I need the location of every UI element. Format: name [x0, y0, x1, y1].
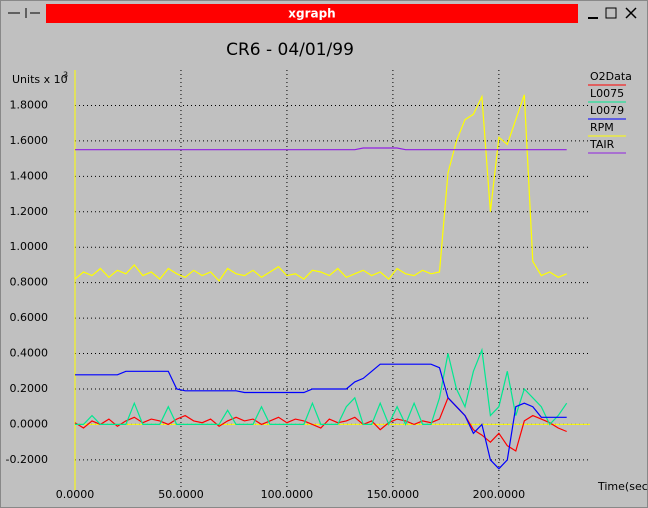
y-tick-label: 1.6000 — [10, 134, 49, 147]
maximize-button[interactable] — [605, 7, 617, 19]
x-tick-label: 100.0000 — [261, 488, 314, 501]
legend-label: L0075 — [590, 87, 624, 100]
legend-label: TAIR — [589, 138, 615, 151]
y-tick-label: 0.0000 — [10, 417, 49, 430]
y-tick-label: 1.0000 — [10, 240, 49, 253]
x-tick-label: 200.0000 — [473, 488, 526, 501]
y-axis-label: Units x 10 — [12, 73, 68, 86]
x-tick-label: 150.0000 — [367, 488, 420, 501]
legend-label: O2Data — [590, 70, 632, 83]
series-line — [75, 363, 567, 470]
y-tick-label: 0.4000 — [10, 347, 49, 360]
y-tick-label: 0.2000 — [10, 382, 49, 395]
x-axis-label: Time(sec) — [597, 480, 648, 493]
legend-label: L0079 — [590, 104, 624, 117]
legend-label: RPM — [590, 121, 614, 134]
window-menu-icon[interactable] — [8, 8, 40, 18]
y-tick-label: 1.4000 — [10, 169, 49, 182]
y-tick-label: 1.8000 — [10, 98, 49, 111]
x-tick-label: 50.0000 — [158, 488, 204, 501]
chart-title: CR6 - 04/01/99 — [226, 40, 354, 60]
y-tick-label: 0.8000 — [10, 276, 49, 289]
window-title: xgraph — [288, 7, 335, 21]
close-button[interactable] — [625, 7, 637, 19]
title-bar — [46, 4, 578, 23]
button-glyph — [605, 7, 617, 19]
y-tick-label: 1.2000 — [10, 205, 49, 218]
y-tick-label: -0.2000 — [6, 453, 48, 466]
y-tick-label: 0.6000 — [10, 311, 49, 324]
series-line — [74, 94, 567, 282]
button-glyph — [625, 7, 637, 19]
y-axis-label-exponent: 3 — [63, 71, 68, 80]
series-line — [75, 147, 567, 151]
x-tick-label: 0.0000 — [56, 488, 95, 501]
series-line — [75, 347, 568, 426]
